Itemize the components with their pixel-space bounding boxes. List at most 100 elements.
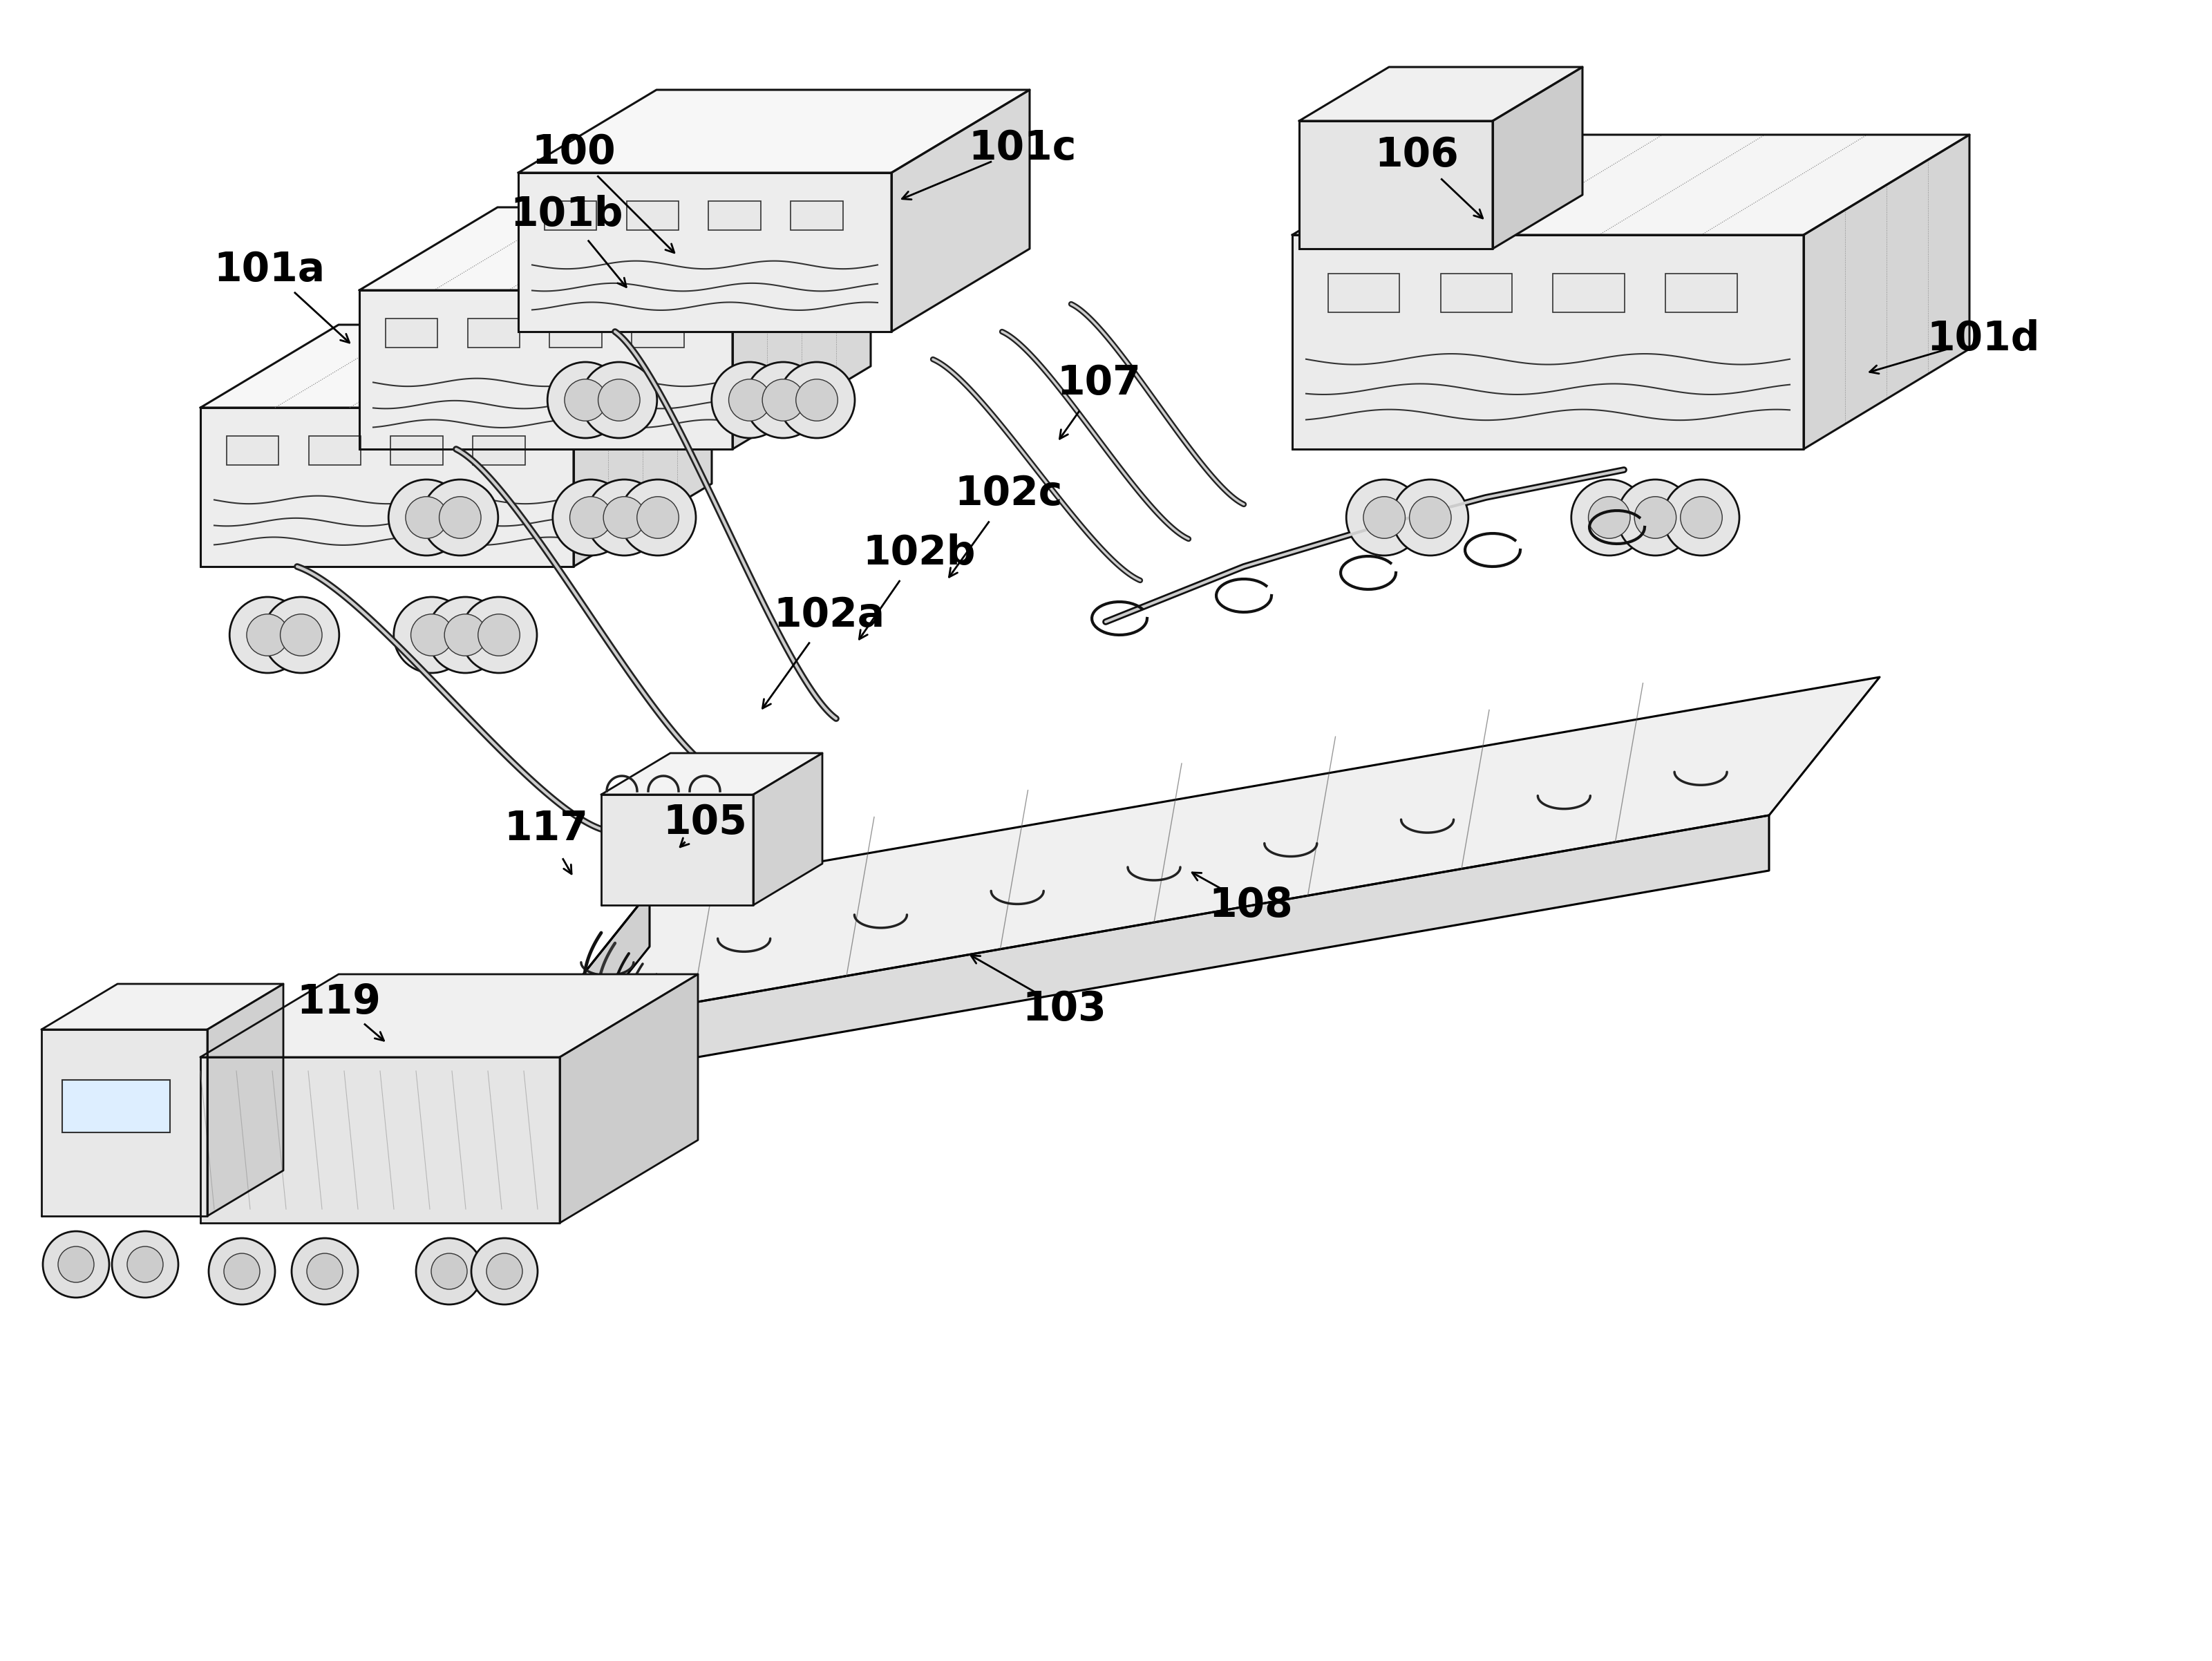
- Bar: [544, 201, 597, 229]
- Circle shape: [1409, 497, 1451, 538]
- Polygon shape: [540, 678, 1880, 1030]
- Polygon shape: [540, 816, 1770, 1085]
- Circle shape: [779, 362, 854, 439]
- Polygon shape: [573, 326, 712, 566]
- Circle shape: [1635, 497, 1677, 538]
- Circle shape: [1588, 497, 1630, 538]
- Circle shape: [263, 596, 338, 673]
- Circle shape: [389, 480, 465, 555]
- Circle shape: [546, 362, 624, 439]
- Circle shape: [1391, 480, 1469, 555]
- Bar: [549, 319, 602, 347]
- Polygon shape: [1298, 66, 1582, 121]
- Circle shape: [394, 596, 469, 673]
- Circle shape: [597, 379, 639, 420]
- Circle shape: [445, 615, 487, 656]
- Circle shape: [411, 615, 453, 656]
- Polygon shape: [1803, 135, 1969, 448]
- Circle shape: [745, 362, 821, 439]
- Bar: [790, 201, 843, 229]
- Circle shape: [728, 379, 770, 420]
- Text: 100: 100: [531, 133, 615, 171]
- Circle shape: [553, 480, 628, 555]
- Polygon shape: [602, 752, 823, 794]
- Circle shape: [126, 1246, 164, 1282]
- Circle shape: [471, 1237, 538, 1304]
- Circle shape: [431, 1254, 467, 1289]
- Bar: [1327, 274, 1400, 312]
- Polygon shape: [518, 90, 1029, 173]
- Bar: [385, 319, 438, 347]
- Circle shape: [1663, 480, 1739, 555]
- Polygon shape: [201, 407, 573, 566]
- Circle shape: [763, 379, 805, 420]
- Text: 102c: 102c: [956, 475, 1064, 513]
- Circle shape: [487, 1254, 522, 1289]
- Bar: [626, 201, 679, 229]
- Polygon shape: [42, 983, 283, 1030]
- Bar: [633, 319, 684, 347]
- Circle shape: [307, 1254, 343, 1289]
- Polygon shape: [201, 1056, 560, 1222]
- Circle shape: [1617, 480, 1694, 555]
- Circle shape: [712, 362, 787, 439]
- Circle shape: [564, 379, 606, 420]
- Bar: [226, 437, 279, 465]
- Circle shape: [1363, 497, 1405, 538]
- Polygon shape: [358, 208, 872, 291]
- Polygon shape: [732, 208, 872, 448]
- Circle shape: [478, 615, 520, 656]
- Circle shape: [619, 480, 697, 555]
- Circle shape: [796, 379, 838, 420]
- Text: 101a: 101a: [215, 249, 325, 289]
- Polygon shape: [891, 90, 1029, 332]
- Circle shape: [582, 362, 657, 439]
- Bar: [392, 437, 442, 465]
- Text: 117: 117: [504, 809, 588, 849]
- Text: 106: 106: [1374, 136, 1458, 174]
- Bar: [473, 437, 524, 465]
- Text: 105: 105: [664, 802, 748, 842]
- Circle shape: [113, 1231, 179, 1297]
- Bar: [1553, 274, 1624, 312]
- Polygon shape: [208, 983, 283, 1216]
- Circle shape: [1571, 480, 1648, 555]
- Polygon shape: [201, 326, 712, 407]
- Polygon shape: [201, 975, 699, 1056]
- Text: 101c: 101c: [969, 130, 1077, 168]
- Circle shape: [292, 1237, 358, 1304]
- Circle shape: [58, 1246, 93, 1282]
- Polygon shape: [518, 173, 891, 332]
- Text: 102a: 102a: [774, 595, 885, 635]
- Text: 102b: 102b: [863, 533, 975, 573]
- Circle shape: [230, 596, 305, 673]
- Polygon shape: [1298, 121, 1493, 249]
- Polygon shape: [560, 975, 699, 1222]
- Text: 101d: 101d: [1927, 319, 2039, 359]
- Bar: [62, 1080, 170, 1133]
- Circle shape: [223, 1254, 259, 1289]
- Bar: [467, 319, 520, 347]
- Polygon shape: [602, 794, 754, 905]
- Polygon shape: [1292, 135, 1969, 234]
- Circle shape: [460, 596, 538, 673]
- Text: 107: 107: [1057, 364, 1141, 404]
- Bar: [708, 201, 761, 229]
- Circle shape: [405, 497, 447, 538]
- Polygon shape: [42, 1030, 208, 1216]
- Polygon shape: [1493, 66, 1582, 249]
- Polygon shape: [358, 291, 732, 448]
- Circle shape: [1347, 480, 1422, 555]
- Circle shape: [571, 497, 611, 538]
- Text: 108: 108: [1208, 885, 1292, 925]
- Circle shape: [416, 1237, 482, 1304]
- Circle shape: [427, 596, 504, 673]
- Circle shape: [1681, 497, 1723, 538]
- Polygon shape: [754, 752, 823, 905]
- Circle shape: [637, 497, 679, 538]
- Polygon shape: [540, 892, 650, 1085]
- Circle shape: [248, 615, 288, 656]
- Circle shape: [586, 480, 661, 555]
- Text: 119: 119: [296, 982, 380, 1022]
- Circle shape: [440, 497, 480, 538]
